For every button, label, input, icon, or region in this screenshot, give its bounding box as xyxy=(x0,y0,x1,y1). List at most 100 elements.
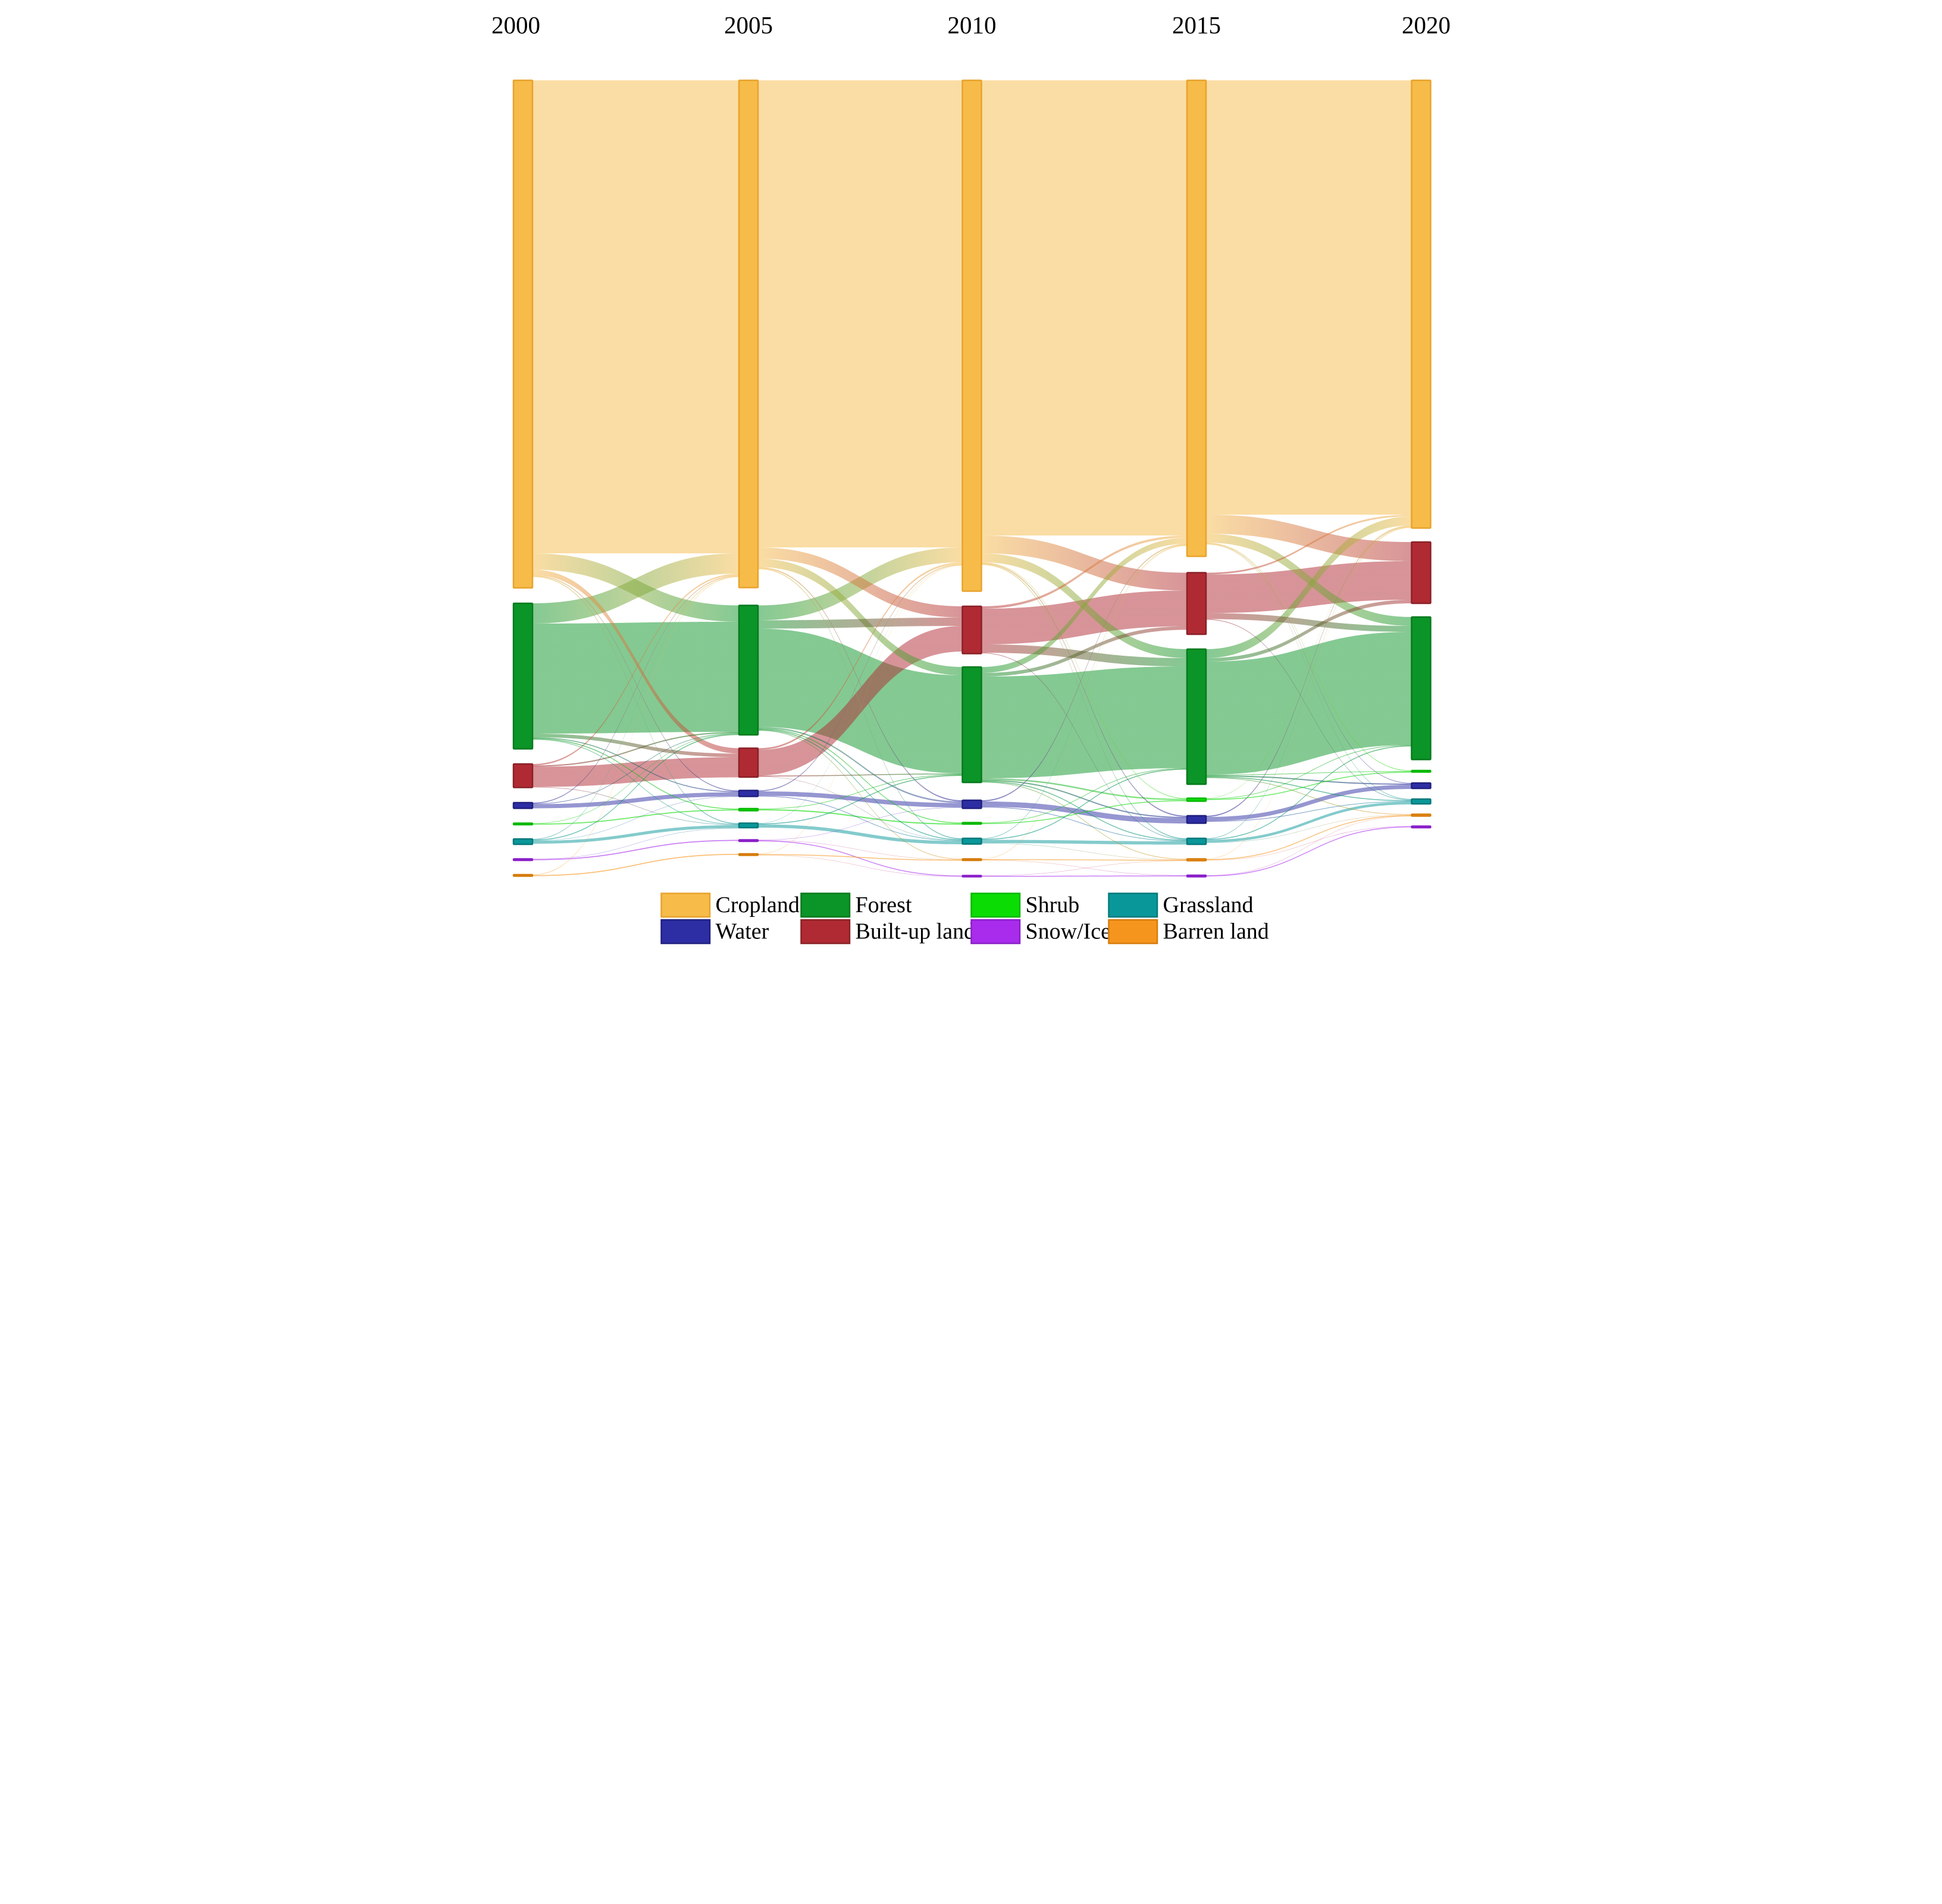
flow-snowice-to-water-2005-2010 xyxy=(758,807,963,840)
node-water-2020 xyxy=(1411,782,1432,790)
flow-cropland-to-forest-2005-2010 xyxy=(758,559,963,675)
flow-water-to-water-2000-2005 xyxy=(533,792,739,809)
flow-grassland-to-water-2000-2005 xyxy=(533,796,739,841)
page: 2000 2005 2010 2015 2020 Cropland Forest Shrub G… xyxy=(486,0,1456,952)
flow-barren-to-snowice-2010-2015 xyxy=(981,860,1187,876)
flow-water-to-cropland-2000-2005 xyxy=(533,575,739,804)
node-builtup-2005 xyxy=(738,747,759,778)
flow-forest-to-water-2010-2015 xyxy=(981,779,1187,818)
flow-water-to-cropland-2015-2020 xyxy=(1206,525,1412,817)
flow-builtup-to-builtup-2000-2005 xyxy=(533,757,739,787)
flow-water-to-grassland-2010-2015 xyxy=(981,807,1187,841)
flow-shrub-to-shrub-2015-2020 xyxy=(1206,772,1412,800)
legend-swatch-snowice xyxy=(970,919,1021,944)
node-snowice-2015 xyxy=(1186,874,1207,878)
legend-label-forest: Forest xyxy=(856,892,912,917)
category-nodes xyxy=(512,79,1432,878)
flow-cropland-to-builtup-2015-2020 xyxy=(1206,515,1412,561)
flow-builtup-to-forest-2005-2010 xyxy=(758,774,963,776)
flow-barren-to-snowice-2015-2020 xyxy=(1206,826,1412,860)
flow-snowice-to-snowice-2000-2005 xyxy=(533,840,739,860)
flow-forest-to-grassland-2015-2020 xyxy=(1206,776,1412,801)
flow-barren-to-cropland-2010-2015 xyxy=(981,546,1187,859)
node-barren-2005 xyxy=(738,853,759,856)
legend-label-water: Water xyxy=(716,919,769,944)
node-grassland-2020 xyxy=(1411,798,1432,805)
flow-grassland-to-barren-2010-2015 xyxy=(981,843,1187,860)
flow-grassland-to-forest-2000-2005 xyxy=(533,734,739,841)
legend-label-grassland: Grassland xyxy=(1163,892,1254,917)
node-shrub-2020 xyxy=(1411,769,1432,773)
node-snowice-2020 xyxy=(1411,825,1432,829)
flow-forest-to-forest-2000-2005 xyxy=(533,622,739,734)
flow-grassland-to-grassland-2010-2015 xyxy=(981,840,1187,845)
sankey-chart: 2000 2005 2010 2015 2020 Cropland Forest Shrub G… xyxy=(486,0,1456,952)
node-grassland-2015 xyxy=(1186,837,1207,845)
node-water-2005 xyxy=(738,790,759,797)
flow-cropland-to-builtup-2000-2005 xyxy=(533,569,739,754)
flow-grassland-to-cropland-2005-2010 xyxy=(758,565,963,823)
year-label-2000: 2000 xyxy=(491,11,540,39)
legend-label-barren: Barren land xyxy=(1163,919,1269,944)
flow-snowice-to-barren-2010-2015 xyxy=(981,860,1187,876)
year-label-2005: 2005 xyxy=(724,11,773,39)
flow-forest-to-cropland-2015-2020 xyxy=(1206,516,1412,658)
flow-cropland-to-grassland-2005-2010 xyxy=(758,568,963,840)
flow-snowice-to-barren-2005-2010 xyxy=(758,840,963,860)
node-grassland-2000 xyxy=(512,838,534,845)
node-snowice-2010 xyxy=(961,875,982,878)
flow-snowice-to-snowice-2015-2020 xyxy=(1206,826,1412,876)
year-axis: 2000 2005 2010 2015 2020 xyxy=(491,11,1451,39)
flow-forest-to-grassland-2010-2015 xyxy=(981,781,1187,841)
node-water-2010 xyxy=(961,799,982,809)
flow-cropland-to-builtup-2005-2010 xyxy=(758,547,963,618)
legend-swatch-water xyxy=(660,919,711,944)
flow-grassland-to-cropland-2000-2005 xyxy=(533,576,739,840)
flow-grassland-to-cropland-2010-2015 xyxy=(981,545,1187,839)
flow-forest-to-shrub-2005-2010 xyxy=(758,728,963,823)
flow-forest-to-water-2000-2005 xyxy=(533,737,739,793)
node-barren-2000 xyxy=(512,873,534,877)
flow-snowice-to-barren-2015-2020 xyxy=(1206,816,1412,876)
flow-forest-to-forest-2010-2015 xyxy=(981,666,1187,778)
node-cropland-2015 xyxy=(1186,79,1207,558)
flow-shrub-to-forest-2005-2010 xyxy=(758,774,963,809)
flow-builtup-to-forest-2015-2020 xyxy=(1206,613,1412,632)
flow-cropland-to-water-2015-2020 xyxy=(1206,543,1412,784)
flow-water-to-grassland-2005-2010 xyxy=(758,796,963,841)
flow-grassland-to-grassland-2005-2010 xyxy=(758,824,963,844)
flow-grassland-to-cropland-2015-2020 xyxy=(1206,527,1412,839)
legend-swatch-cropland xyxy=(660,892,711,918)
flow-builtup-to-builtup-2010-2015 xyxy=(981,590,1187,644)
flow-forest-to-cropland-2010-2015 xyxy=(981,538,1187,673)
node-water-2000 xyxy=(512,801,534,809)
node-builtup-2010 xyxy=(961,605,982,654)
flow-builtup-to-cropland-2010-2015 xyxy=(981,536,1187,609)
flow-cropland-to-grassland-2015-2020 xyxy=(1206,544,1412,800)
node-cropland-2005 xyxy=(738,79,759,588)
node-cropland-2020 xyxy=(1411,79,1432,529)
flow-cropland-to-water-2000-2005 xyxy=(533,575,739,791)
flow-builtup-to-grassland-2015-2020 xyxy=(1206,619,1412,800)
flow-cropland-to-grassland-2000-2005 xyxy=(533,576,739,824)
node-builtup-2020 xyxy=(1411,541,1432,605)
flow-cropland-to-cropland-2015-2020 xyxy=(1206,80,1412,515)
flow-shrub-to-shrub-2000-2005 xyxy=(533,809,739,825)
node-shrub-2000 xyxy=(512,822,534,826)
node-forest-2020 xyxy=(1411,616,1432,760)
node-barren-2020 xyxy=(1411,813,1432,817)
flow-shrub-to-forest-2015-2020 xyxy=(1206,745,1412,799)
node-cropland-2000 xyxy=(512,79,534,589)
legend-swatch-forest xyxy=(800,892,851,918)
flow-water-to-cropland-2010-2015 xyxy=(981,544,1187,801)
sankey-figure: 2000 2005 2010 2015 2020 Cropland Forest Shrub G… xyxy=(486,0,1456,952)
flow-barren-to-barren-2015-2020 xyxy=(1206,815,1412,860)
flow-forest-to-barren-2015-2020 xyxy=(1206,777,1412,815)
flow-barren-to-cropland-2005-2010 xyxy=(758,565,963,854)
flow-shrub-to-cropland-2015-2020 xyxy=(1206,525,1412,798)
flow-grassland-to-grassland-2000-2005 xyxy=(533,825,739,844)
flow-forest-to-water-2005-2010 xyxy=(758,726,963,803)
year-label-2015: 2015 xyxy=(1172,11,1221,39)
flow-builtup-to-grassland-2010-2015 xyxy=(981,653,1187,840)
legend-label-cropland: Cropland xyxy=(716,892,800,917)
